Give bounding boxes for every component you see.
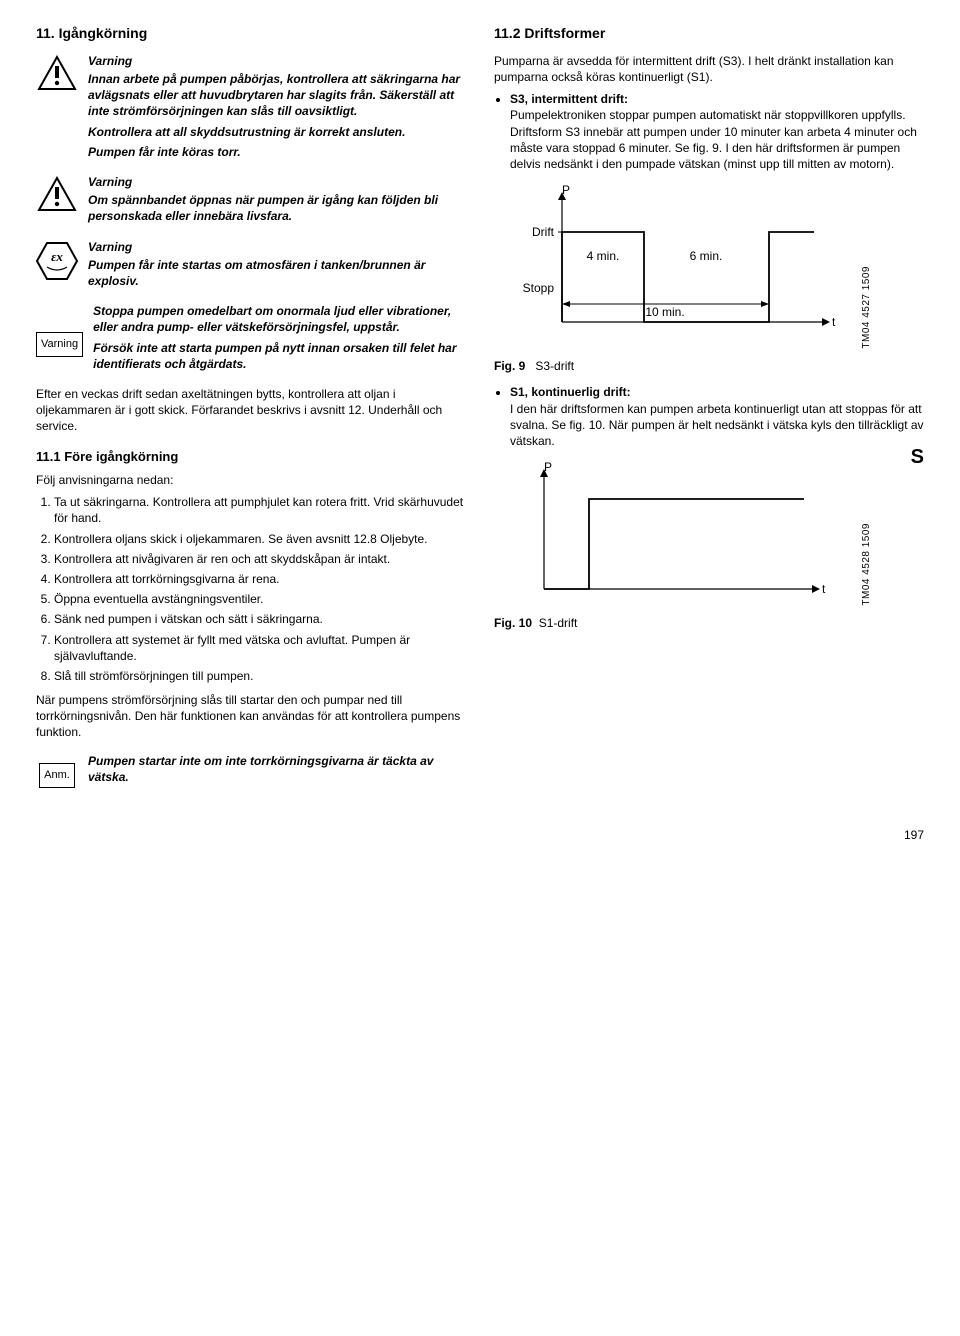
- step-4: Kontrollera att torrkörningsgivarna är r…: [54, 571, 466, 587]
- page: 11. Igångkörning Varning Innan arbete på…: [36, 24, 924, 843]
- step-8: Slå till strömförsörjningen till pumpen.: [54, 668, 466, 684]
- bullet-s1: S1, kontinuerlig drift: I den här drifts…: [510, 384, 924, 449]
- ex-hexagon-icon: εx: [36, 239, 78, 281]
- warning-1-p3: Pumpen får inte köras torr.: [88, 144, 466, 160]
- svg-text:6 min.: 6 min.: [690, 249, 723, 263]
- after-week-text: Efter en veckas drift sedan axeltätninge…: [36, 386, 466, 435]
- warning-block-1: Varning Innan arbete på pumpen påbörjas,…: [36, 53, 466, 164]
- warning-label: Varning: [88, 174, 466, 190]
- fig9-label: Fig. 9: [494, 359, 525, 373]
- note-p: Pumpen startar inte om inte torrkörnings…: [88, 753, 466, 785]
- step-3: Kontrollera att nivågivaren är ren och a…: [54, 551, 466, 567]
- note-block: Anm. Pumpen startar inte om inte torrkör…: [36, 753, 466, 789]
- heading-11: 11. Igångkörning: [36, 24, 466, 43]
- step-5: Öppna eventuella avstängningsventiler.: [54, 591, 466, 607]
- warning-block-2: Varning Om spännbandet öppnas när pumpen…: [36, 174, 466, 229]
- warning-block-3: εx Varning Pumpen får inte startas om at…: [36, 239, 466, 294]
- page-number: 197: [36, 827, 924, 843]
- fig10-side-code: TM04 4528 1509: [860, 523, 874, 606]
- warning-label: Varning: [88, 239, 466, 255]
- step-6: Sänk ned pumpen i vätskan och sätt i säk…: [54, 611, 466, 627]
- svg-text:t: t: [832, 315, 836, 329]
- bullet-list-1: S3, intermittent drift: Pumpelektroniken…: [494, 91, 924, 172]
- warning-3-text: Varning Pumpen får inte startas om atmos…: [88, 239, 466, 294]
- svg-text:10 min.: 10 min.: [645, 305, 684, 319]
- s3-drift-diagram: P t Drift Stopp 4 min. 6 min.: [494, 182, 854, 352]
- bullet-s3: S3, intermittent drift: Pumpelektroniken…: [510, 91, 924, 172]
- svg-text:4 min.: 4 min.: [587, 249, 620, 263]
- bullet-list-2: S1, kontinuerlig drift: I den här drifts…: [494, 384, 924, 449]
- svg-text:Stopp: Stopp: [523, 281, 555, 295]
- warning-1-p2: Kontrollera att all skyddsutrustning är …: [88, 124, 466, 140]
- fig9-caption: Fig. 9 S3-drift: [494, 358, 924, 374]
- bullet-s3-title: S3, intermittent drift:: [510, 92, 628, 106]
- step-7: Kontrollera att systemet är fyllt med vä…: [54, 632, 466, 664]
- warning-2-p1: Om spännbandet öppnas när pumpen är igån…: [88, 192, 466, 224]
- right-column: 11.2 Driftsformer Pumparna är avsedda fö…: [494, 24, 924, 799]
- fig9-chart: P t Drift Stopp 4 min. 6 min.: [494, 182, 924, 352]
- warning-4-p2: Försök inte att starta pumpen på nytt in…: [93, 340, 466, 372]
- fig10-label: Fig. 10: [494, 616, 532, 630]
- svg-text:εx: εx: [51, 249, 63, 264]
- section-s-marker: S: [911, 444, 924, 471]
- fig10-caption: Fig. 10 S1-drift: [494, 615, 924, 631]
- warning-1-p1: Innan arbete på pumpen påbörjas, kontrol…: [88, 71, 466, 120]
- warning-triangle-icon: [36, 53, 78, 91]
- s1-drift-diagram: P t: [494, 459, 854, 609]
- bullet-s1-title: S1, kontinuerlig drift:: [510, 385, 631, 399]
- left-column: 11. Igångkörning Varning Innan arbete på…: [36, 24, 466, 799]
- boxed-warning-label-icon: Varning: [36, 322, 83, 357]
- warning-3-p1: Pumpen får inte startas om atmosfären i …: [88, 257, 466, 289]
- warning-4-text: Stoppa pumpen omedelbart om onormala lju…: [93, 303, 466, 376]
- bullet-s3-text: Pumpelektroniken stoppar pumpen automati…: [510, 108, 917, 171]
- heading-11-1: 11.1 Före igångkörning: [36, 448, 466, 466]
- svg-text:Drift: Drift: [532, 225, 555, 239]
- warning-2-text: Varning Om spännbandet öppnas när pumpen…: [88, 174, 466, 229]
- fig10-chart: P t TM04 4528 1509: [494, 459, 924, 609]
- fig9-side-code: TM04 4527 1509: [860, 266, 874, 349]
- warning-4-p1: Stoppa pumpen omedelbart om onormala lju…: [93, 303, 466, 335]
- steps-list: Ta ut säkringarna. Kontrollera att pumph…: [36, 494, 466, 684]
- bullet-s1-text: I den här driftsformen kan pumpen arbeta…: [510, 402, 924, 448]
- heading-11-2: 11.2 Driftsformer: [494, 24, 924, 43]
- boxed-note-label: Anm.: [39, 763, 75, 788]
- boxed-note-label-icon: Anm.: [36, 753, 78, 788]
- warning-block-4: Varning Stoppa pumpen omedelbart om onor…: [36, 303, 466, 376]
- after-steps-text: När pumpens strömförsörjning slås till s…: [36, 692, 466, 741]
- warning-1-text: Varning Innan arbete på pumpen påbörjas,…: [88, 53, 466, 164]
- boxed-warning-label: Varning: [36, 332, 83, 357]
- step-2: Kontrollera oljans skick i oljekammaren.…: [54, 531, 466, 547]
- driftsformer-intro: Pumparna är avsedda för intermittent dri…: [494, 53, 924, 85]
- svg-text:t: t: [822, 582, 826, 596]
- fig10-text: S1-drift: [539, 616, 578, 630]
- fig9-text: S3-drift: [535, 359, 574, 373]
- warning-label: Varning: [88, 53, 466, 69]
- follow-instructions: Följ anvisningarna nedan:: [36, 472, 466, 488]
- warning-triangle-icon: [36, 174, 78, 212]
- two-column-layout: 11. Igångkörning Varning Innan arbete på…: [36, 24, 924, 799]
- note-text: Pumpen startar inte om inte torrkörnings…: [88, 753, 466, 789]
- step-1: Ta ut säkringarna. Kontrollera att pumph…: [54, 494, 466, 526]
